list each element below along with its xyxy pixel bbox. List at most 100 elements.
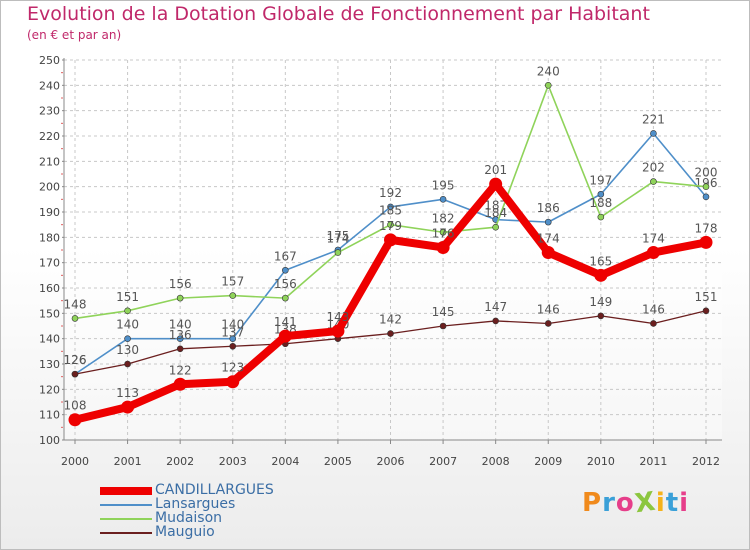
data-label-lansargues: 140 [169, 318, 192, 332]
data-label-mudaison: 174 [326, 232, 349, 246]
data-point-mudaison [229, 292, 237, 299]
data-label-mauguio: 146 [642, 302, 665, 316]
data-point-mauguio [702, 307, 710, 315]
data-label-candillargues: 201 [484, 163, 507, 177]
y-tick-label: 210 [39, 155, 60, 168]
x-tick-label: 2002 [166, 455, 194, 468]
data-point-mauguio [439, 322, 447, 330]
data-label-mudaison: 157 [221, 275, 244, 289]
data-label-lansargues: 126 [64, 353, 87, 367]
data-label-mauguio: 147 [484, 300, 507, 314]
data-label-mudaison: 148 [64, 297, 87, 311]
data-point-mudaison [282, 294, 289, 302]
data-label-lansargues: 192 [379, 186, 402, 200]
data-point-candillargues [173, 377, 187, 391]
proxiti-logo: ProXiti [582, 486, 690, 520]
data-label-mudaison: 184 [484, 206, 507, 220]
data-point-mudaison [71, 315, 79, 322]
y-tick-label: 190 [39, 206, 60, 219]
data-point-mudaison [439, 228, 447, 236]
x-tick-label: 2003 [219, 455, 247, 468]
data-point-candillargues [489, 177, 503, 191]
data-point-lansargues [282, 266, 289, 274]
data-point-candillargues [331, 324, 345, 338]
data-point-candillargues [541, 246, 555, 260]
data-label-mauguio: 145 [432, 305, 455, 319]
data-point-candillargues [384, 233, 397, 247]
data-label-lansargues: 197 [589, 173, 612, 187]
data-label-mudaison: 240 [537, 64, 560, 78]
data-point-mauguio [544, 320, 552, 327]
y-tick-label: 110 [39, 409, 60, 422]
data-label-lansargues: 221 [642, 112, 665, 126]
y-tick-label: 250 [39, 54, 60, 67]
data-label-candillargues: 123 [221, 361, 244, 375]
data-point-candillargues [226, 375, 240, 389]
data-point-lansargues [229, 335, 237, 342]
y-tick-label: 160 [39, 282, 60, 295]
legend-label: CANDILLARGUES [155, 482, 274, 498]
data-point-lansargues [176, 335, 184, 342]
y-tick-label: 120 [39, 383, 60, 396]
data-point-mudaison [492, 223, 499, 231]
data-label-candillargues: 108 [64, 399, 87, 413]
data-label-mudaison: 188 [589, 196, 612, 210]
data-label-candillargues: 122 [169, 363, 192, 377]
data-point-candillargues [594, 268, 608, 282]
data-label-candillargues: 179 [379, 219, 402, 233]
data-point-mauguio [492, 317, 499, 325]
y-tick-label: 180 [39, 231, 60, 244]
data-label-mudaison: 185 [379, 204, 402, 218]
x-tick-label: 2012 [692, 455, 720, 468]
data-point-mudaison [702, 183, 710, 190]
x-tick-label: 2009 [534, 455, 562, 468]
x-tick-label: 2011 [639, 455, 667, 468]
data-label-candillargues: 178 [695, 221, 718, 235]
legend-swatch [100, 532, 152, 534]
data-label-lansargues: 186 [537, 201, 560, 215]
data-label-mauguio: 142 [379, 313, 402, 327]
data-label-mudaison: 182 [432, 211, 455, 225]
data-point-mauguio [597, 312, 605, 320]
data-label-mudaison: 151 [116, 290, 139, 304]
data-label-mauguio: 136 [169, 328, 192, 342]
x-tick-label: 2010 [587, 455, 615, 468]
data-label-mudaison: 156 [274, 277, 297, 291]
data-point-candillargues [436, 240, 450, 254]
data-label-mauguio: 137 [221, 325, 244, 339]
data-label-candillargues: 174 [642, 232, 665, 246]
y-tick-label: 140 [39, 333, 60, 346]
data-label-mauguio: 146 [537, 302, 560, 316]
data-label-mauguio: 130 [116, 343, 139, 357]
data-point-mauguio [650, 320, 657, 327]
data-label-mudaison: 202 [642, 161, 665, 175]
data-label-lansargues: 140 [116, 318, 139, 332]
data-label-candillargues: 165 [589, 254, 612, 268]
data-label-candillargues: 176 [432, 226, 455, 240]
legend-swatch [100, 518, 152, 520]
data-point-mauguio [71, 370, 79, 378]
data-point-lansargues [597, 190, 605, 198]
data-label-lansargues: 195 [432, 178, 455, 192]
data-label-lansargues: 187 [484, 199, 507, 213]
y-tick-label: 220 [39, 130, 60, 143]
data-label-mudaison: 200 [695, 166, 718, 180]
data-point-mudaison [597, 213, 605, 221]
data-point-candillargues [278, 329, 292, 343]
legend-swatch [100, 504, 152, 506]
data-point-mudaison [334, 249, 342, 256]
x-tick-label: 2001 [114, 455, 142, 468]
data-point-lansargues [650, 130, 657, 137]
x-tick-label: 2000 [61, 455, 89, 468]
data-label-candillargues: 143 [326, 310, 349, 324]
data-point-mauguio [387, 330, 394, 337]
y-tick-label: 130 [39, 358, 60, 371]
data-label-lansargues: 175 [326, 229, 349, 243]
data-point-lansargues [702, 193, 710, 201]
legend-label: Mudaison [155, 510, 223, 526]
data-point-lansargues [387, 203, 394, 211]
chart-subtitle: (en € et par an) [27, 28, 122, 42]
data-point-mudaison [176, 294, 184, 302]
data-point-lansargues [124, 335, 131, 342]
